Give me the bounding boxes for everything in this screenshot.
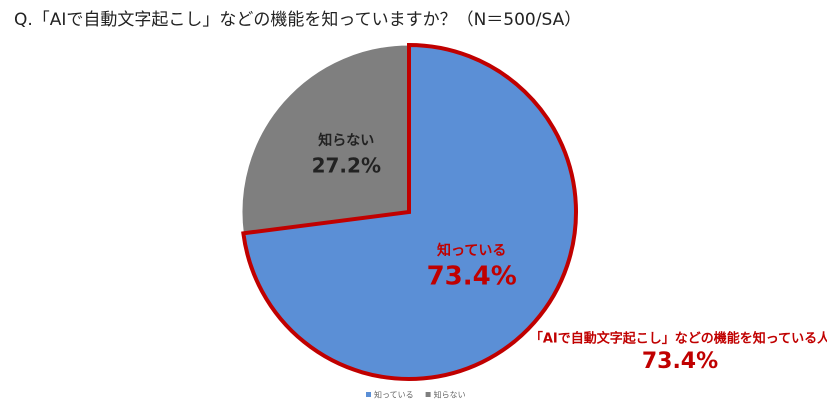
pie-slice (241, 44, 410, 234)
slice-category: 知らない (318, 132, 374, 149)
legend-label: 知らない (434, 390, 466, 400)
slice-value-label: 73.4% (427, 262, 517, 292)
annotation: 「AIで自動文字起こし」などの機能を知っている人 (530, 331, 827, 347)
legend-label: 知っている (374, 390, 414, 400)
chart-title: Q.「AIで自動文字起こし」などの機能を知っていますか？（N＝500/SA） (14, 10, 581, 30)
slice-value-label: 27.2% (312, 153, 381, 177)
legend-swatch (425, 392, 431, 397)
legend-swatch (366, 392, 371, 397)
annotation-value: 73.4% (642, 349, 718, 374)
slice-category: 知っている (437, 242, 506, 259)
pie-slice (241, 42, 578, 381)
